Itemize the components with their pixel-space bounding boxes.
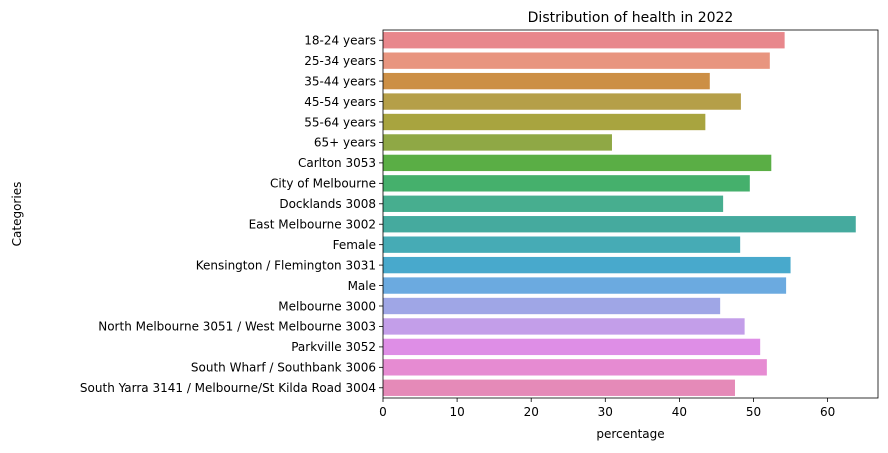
y-tick-label: 18-24 years — [304, 34, 376, 48]
bars-group — [383, 32, 856, 396]
y-tick-label: South Wharf / Southbank 3006 — [191, 361, 376, 375]
bar — [383, 113, 706, 131]
bar — [383, 154, 772, 172]
bar — [383, 379, 735, 396]
plot-frame — [382, 29, 879, 399]
x-tick-label: 20 — [524, 405, 539, 419]
y-tick-label: Male — [348, 279, 376, 293]
bar — [383, 72, 710, 90]
bar — [383, 359, 767, 376]
bar — [383, 297, 721, 315]
x-tick-label: 10 — [449, 405, 464, 419]
chart-title: Distribution of health in 2022 — [528, 10, 734, 26]
x-tick-label: 50 — [746, 405, 761, 419]
bar — [383, 175, 750, 192]
bar — [383, 52, 770, 69]
y-axis-tick-labels: 18-24 years 25-34 years 35-44 years 45-54 y… — [80, 34, 383, 395]
y-tick-label: 45-54 years — [304, 95, 376, 109]
y-tick-label: Kensington / Flemington 3031 — [196, 258, 376, 272]
bar — [383, 216, 856, 233]
y-tick-label: 25-34 years — [304, 54, 376, 68]
bar — [383, 93, 741, 110]
y-tick-label: Melbourne 3000 — [278, 299, 376, 313]
y-axis-label: Categories — [10, 182, 24, 247]
y-tick-label: Docklands 3008 — [279, 197, 376, 211]
x-axis-label: percentage — [596, 427, 664, 441]
x-tick-label: 30 — [598, 405, 613, 419]
bar — [383, 195, 724, 212]
y-tick-label: City of Melbourne — [270, 177, 376, 191]
y-tick-label: Female — [333, 238, 376, 252]
y-tick-label: 65+ years — [314, 136, 376, 150]
x-tick-label: 0 — [379, 405, 387, 419]
x-tick-label: 60 — [820, 405, 835, 419]
y-tick-label: Parkville 3052 — [291, 340, 376, 354]
y-tick-label: Carlton 3053 — [298, 156, 376, 170]
bar — [383, 338, 761, 356]
bar — [383, 236, 741, 253]
x-axis-ticks: 0 10 20 30 40 50 60 — [379, 398, 835, 419]
bar — [383, 318, 745, 335]
bar — [383, 256, 791, 274]
y-tick-label: South Yarra 3141 / Melbourne/St Kilda Ro… — [80, 381, 376, 395]
bar — [383, 134, 612, 151]
bar — [383, 32, 785, 49]
x-tick-label: 40 — [672, 405, 687, 419]
y-tick-label: North Melbourne 3051 / West Melbourne 30… — [98, 320, 376, 334]
y-tick-label: 55-64 years — [304, 115, 376, 129]
bar — [383, 277, 787, 294]
y-tick-label: East Melbourne 3002 — [249, 218, 376, 232]
y-tick-label: 35-44 years — [304, 74, 376, 88]
